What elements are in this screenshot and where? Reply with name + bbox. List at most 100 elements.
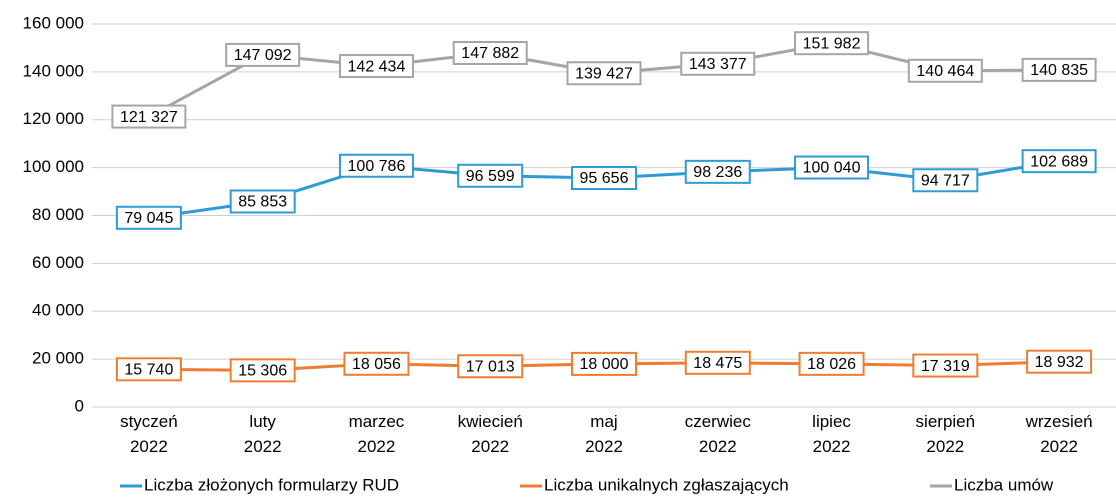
data-label-box <box>798 351 865 376</box>
x-tick-label: marzec 2022 <box>349 412 405 456</box>
data-label-box <box>457 354 524 379</box>
data-label: 94 717 <box>912 168 979 193</box>
data-label-box <box>794 31 870 56</box>
x-tick-label: czerwiec 2022 <box>685 412 752 456</box>
data-label-box <box>1021 149 1097 174</box>
data-label-box <box>680 51 756 76</box>
data-label-text: 98 236 <box>693 164 742 181</box>
data-label: 151 982 <box>794 31 870 56</box>
data-label-box <box>1026 349 1093 374</box>
data-label: 100 786 <box>338 153 414 178</box>
data-label-box <box>111 104 187 129</box>
data-label-box <box>566 61 642 86</box>
data-label-text: 147 882 <box>461 45 519 62</box>
data-label-text: 18 056 <box>352 356 401 373</box>
data-label-box <box>1021 57 1097 82</box>
data-label-text: 142 434 <box>348 58 406 75</box>
data-label: 143 377 <box>680 51 756 76</box>
data-label-text: 100 786 <box>348 158 406 175</box>
data-label: 100 040 <box>794 155 870 180</box>
data-label: 147 882 <box>452 41 528 66</box>
x-tick-label: sierpień 2022 <box>916 412 976 456</box>
y-tick-label: 40 000 <box>32 301 84 320</box>
data-label-box <box>338 54 414 79</box>
data-label-box <box>452 41 528 66</box>
y-tick-label: 60 000 <box>32 253 84 272</box>
data-label: 147 092 <box>225 42 301 67</box>
x-tick-label: luty 2022 <box>244 412 282 456</box>
x-tick-label: styczeń 2022 <box>120 412 178 456</box>
data-label-box <box>343 351 410 376</box>
y-tick-label: 140 000 <box>23 61 84 80</box>
x-tick-label: wrzesień 2022 <box>1025 412 1093 456</box>
data-label-text: 17 013 <box>466 358 515 375</box>
data-label-box <box>457 163 524 188</box>
data-label: 79 045 <box>115 205 182 230</box>
data-label-text: 18 000 <box>580 356 629 373</box>
data-label: 121 327 <box>111 104 187 129</box>
y-tick-label: 0 <box>75 396 84 415</box>
y-tick-label: 160 000 <box>23 13 84 32</box>
data-label-text: 79 045 <box>124 210 173 227</box>
data-label-text: 140 835 <box>1030 62 1088 79</box>
data-label: 140 464 <box>907 58 983 83</box>
data-label-text: 100 040 <box>803 160 861 177</box>
data-label: 98 236 <box>684 159 751 184</box>
data-label-text: 96 599 <box>466 168 515 185</box>
legend-label: Liczba złożonych formularzy RUD <box>144 475 399 494</box>
data-label: 95 656 <box>571 166 637 191</box>
data-label-box <box>684 350 751 375</box>
data-label-text: 17 319 <box>921 358 970 375</box>
data-label-text: 139 427 <box>575 65 633 82</box>
data-label-text: 18 932 <box>1035 354 1084 371</box>
data-label-text: 15 740 <box>124 362 173 379</box>
data-label: 140 835 <box>1021 57 1097 82</box>
data-label-box <box>907 58 983 83</box>
data-label-box <box>115 357 182 382</box>
data-label-text: 94 717 <box>921 172 970 189</box>
data-label-text: 121 327 <box>120 109 178 126</box>
data-label: 18 000 <box>571 351 637 376</box>
data-label-text: 151 982 <box>803 35 861 52</box>
data-label: 102 689 <box>1021 149 1097 174</box>
data-label-box <box>684 159 751 184</box>
legend-label: Liczba umów <box>954 475 1054 494</box>
data-label-text: 102 689 <box>1030 153 1088 170</box>
data-label-text: 140 464 <box>916 63 974 80</box>
data-label-box <box>571 351 637 376</box>
data-label-box <box>912 168 979 193</box>
y-tick-label: 120 000 <box>23 109 84 128</box>
data-label: 18 475 <box>684 350 751 375</box>
x-tick-label: kwiecień 2022 <box>458 412 523 456</box>
data-label: 18 056 <box>343 351 410 376</box>
y-tick-label: 80 000 <box>32 205 84 224</box>
data-label: 18 932 <box>1026 349 1093 374</box>
data-label: 17 013 <box>457 354 524 379</box>
data-label: 15 740 <box>115 357 182 382</box>
data-label-box <box>229 189 296 214</box>
data-label-box <box>338 153 414 178</box>
data-label: 96 599 <box>457 163 524 188</box>
x-tick-label: lipiec 2022 <box>812 412 851 456</box>
data-label-box <box>571 166 637 191</box>
data-label-text: 143 377 <box>689 56 747 73</box>
data-label-text: 85 853 <box>238 194 287 211</box>
data-label: 17 319 <box>912 353 979 378</box>
data-label-text: 18 026 <box>807 356 856 373</box>
data-label-box <box>912 353 979 378</box>
y-tick-label: 20 000 <box>32 349 84 368</box>
data-label-text: 147 092 <box>234 47 292 64</box>
data-label-box <box>225 42 301 67</box>
data-label-box <box>794 155 870 180</box>
data-label-box <box>229 358 296 383</box>
data-label: 139 427 <box>566 61 642 86</box>
data-label-text: 95 656 <box>580 170 629 187</box>
data-label-text: 15 306 <box>238 363 287 380</box>
data-label-box <box>115 205 182 230</box>
x-tick-label: maj 2022 <box>585 412 623 456</box>
data-label-text: 18 475 <box>693 355 742 372</box>
data-label: 85 853 <box>229 189 296 214</box>
legend-label: Liczba unikalnych zgłaszających <box>544 475 789 494</box>
data-label: 15 306 <box>229 358 296 383</box>
